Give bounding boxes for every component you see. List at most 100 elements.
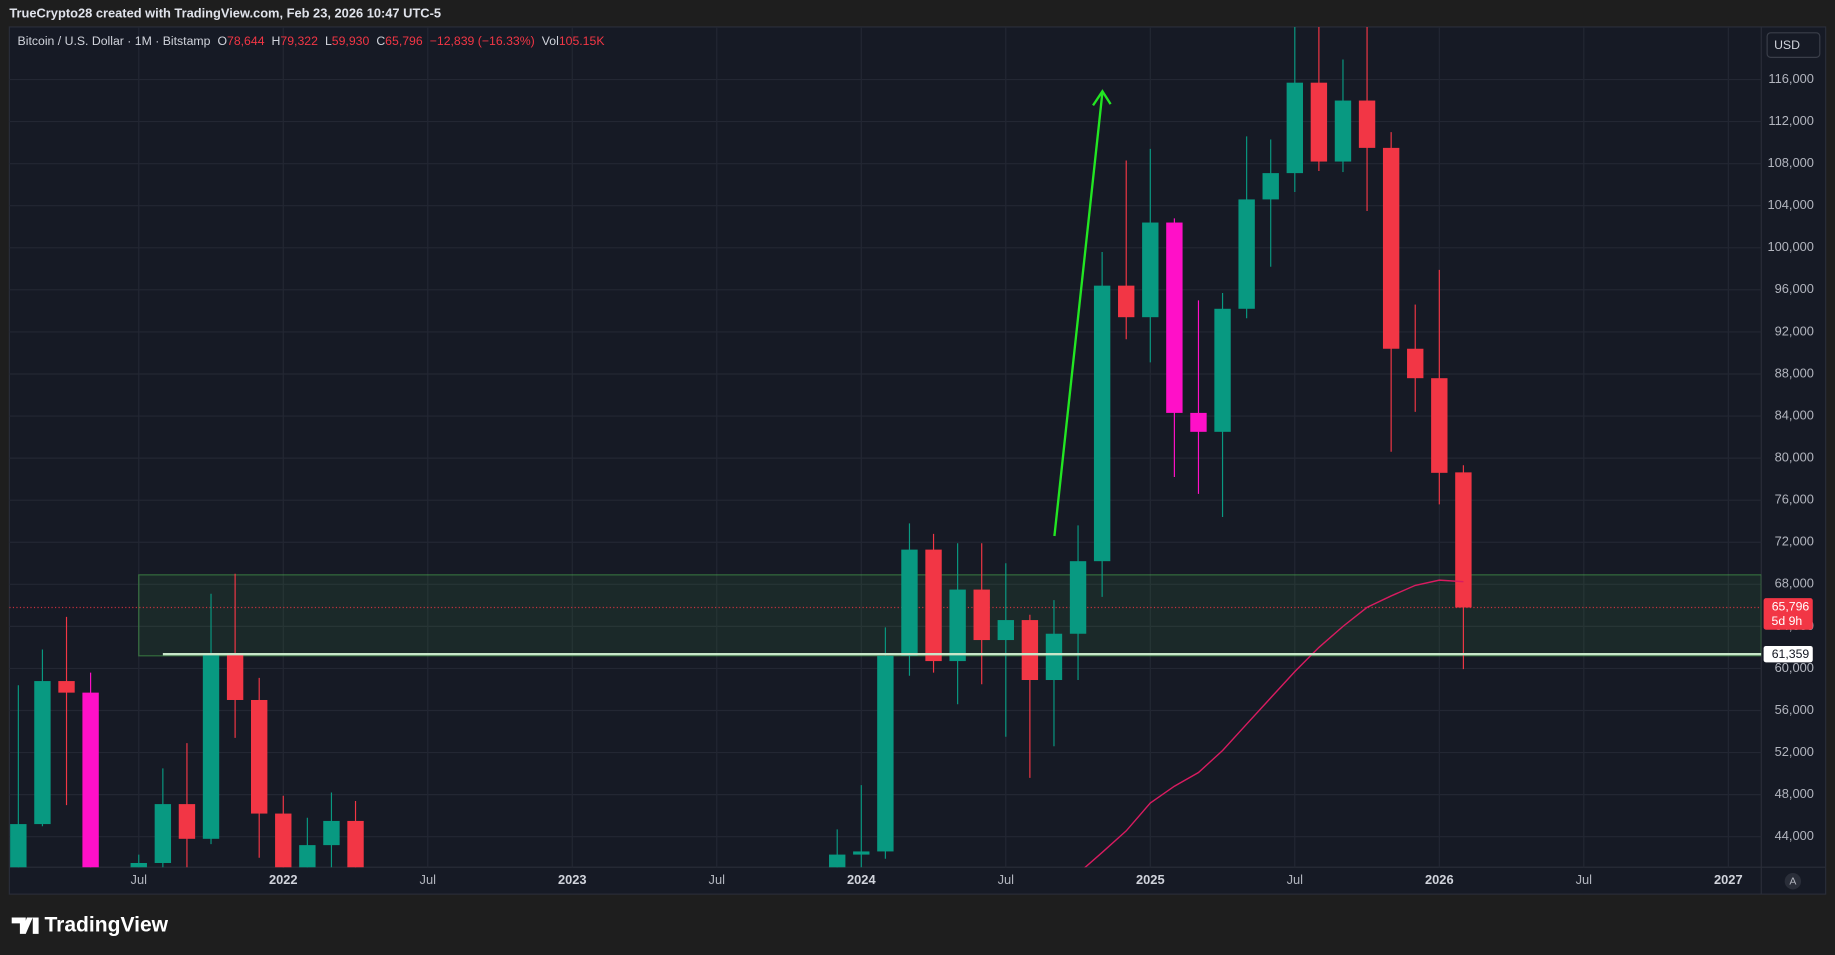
- y-tick-label: 44,000: [1775, 828, 1814, 843]
- y-tick-label: 92,000: [1775, 323, 1814, 338]
- candle-body: [1069, 561, 1087, 634]
- candle-body: [250, 699, 268, 814]
- candle-body: [1431, 378, 1448, 473]
- x-tick-label: 2023: [558, 872, 587, 887]
- y-tick-label: 48,000: [1775, 786, 1814, 801]
- candle-body: [973, 589, 990, 641]
- x-tick-label: 2026: [1425, 872, 1454, 887]
- x-tick-label: Jul: [709, 872, 725, 887]
- candle-body: [1334, 100, 1352, 162]
- last-price-box: [1763, 598, 1813, 630]
- candle-body: [10, 824, 27, 868]
- candle-body: [1455, 472, 1472, 608]
- candle-body: [1358, 100, 1376, 148]
- x-tick-label: Jul: [1576, 872, 1592, 887]
- candle-body: [347, 820, 364, 868]
- candle-body: [853, 851, 870, 855]
- y-tick-label: 84,000: [1775, 407, 1814, 422]
- candle-body: [1286, 82, 1303, 174]
- plot-area: [9, 26, 1762, 868]
- x-tick-label: 2025: [1136, 872, 1165, 887]
- candle-body: [925, 549, 942, 662]
- legend-value: 105.15K: [559, 34, 606, 48]
- candle-body: [829, 854, 846, 868]
- candle-body: [901, 549, 918, 656]
- legend-key: Vol: [542, 34, 559, 48]
- candle-body: [34, 681, 51, 825]
- candle-body: [997, 620, 1014, 641]
- candle-body: [226, 654, 244, 700]
- x-tick-label: Jul: [131, 872, 147, 887]
- axes: 44,00048,00052,00056,00060,00064,00068,0…: [131, 71, 1814, 887]
- x-tick-label: 2024: [847, 872, 876, 887]
- candle-body: [1166, 222, 1183, 413]
- y-tick-label: 56,000: [1775, 702, 1814, 717]
- x-tick-label: Jul: [420, 872, 436, 887]
- legend-key: L: [325, 34, 332, 48]
- candle-body: [1310, 82, 1328, 162]
- legend-value: 59,930: [332, 34, 370, 48]
- x-tick-label: Jul: [998, 872, 1014, 887]
- last-price-label: 65,796: [1772, 600, 1810, 614]
- legend-value: 65,796: [385, 34, 423, 48]
- y-tick-label: 96,000: [1775, 281, 1814, 296]
- candle-body: [1021, 620, 1039, 681]
- y-tick-label: 60,000: [1775, 660, 1814, 675]
- y-tick-label: 72,000: [1775, 534, 1814, 549]
- price-line-label-box: [1763, 645, 1813, 663]
- candle-body: [1190, 412, 1207, 432]
- candle-body: [1382, 147, 1400, 349]
- legend-key: H: [272, 34, 281, 48]
- scale-mode-button[interactable]: A: [1784, 873, 1802, 890]
- y-tick-label: 104,000: [1767, 197, 1813, 212]
- legend-key: O: [217, 34, 227, 48]
- candle-body: [1142, 222, 1159, 318]
- candle-body: [1118, 285, 1135, 318]
- price-line-label: 61,359: [1772, 647, 1810, 661]
- legend-value: 78,644: [227, 34, 265, 48]
- y-tick-label: 112,000: [1768, 113, 1814, 128]
- header: TrueCrypto28 created with TradingView.co…: [9, 5, 441, 20]
- y-tick-label: 80,000: [1775, 450, 1814, 465]
- legend-value: −12,839 (−16.33%): [430, 34, 535, 48]
- candle-body: [949, 589, 966, 662]
- candle-body: [202, 654, 220, 839]
- x-tick-label: Jul: [1287, 872, 1303, 887]
- candle-body: [275, 813, 292, 868]
- candle-body: [1214, 308, 1231, 432]
- annotation-arrow: [1053, 89, 1112, 537]
- currency-button[interactable]: USD: [1766, 32, 1821, 58]
- candle-body: [1093, 285, 1111, 562]
- y-tick-label: 116,000: [1768, 71, 1814, 86]
- moving-average: [1084, 579, 1464, 868]
- x-tick-label: 2022: [269, 872, 298, 887]
- symbol-title: Bitcoin / U.S. Dollar · 1M · Bitstamp: [18, 34, 211, 48]
- candle-body: [299, 845, 316, 868]
- footer-logo: TradingView: [11, 913, 169, 936]
- y-tick-label: 100,000: [1767, 239, 1813, 254]
- candle-body: [178, 804, 196, 839]
- candle-body: [130, 862, 147, 868]
- y-tick-label: 76,000: [1775, 492, 1814, 507]
- candle-body: [82, 692, 99, 868]
- countdown-label: 5d 9h: [1772, 614, 1803, 628]
- candle-body: [877, 655, 894, 852]
- candle-body: [323, 820, 340, 846]
- y-tick-label: 68,000: [1775, 576, 1814, 591]
- candle-body: [1262, 173, 1279, 200]
- y-tick-label: 52,000: [1775, 744, 1814, 759]
- candle-body: [1407, 348, 1424, 379]
- scale-mode-label[interactable]: A: [1789, 876, 1796, 888]
- symbol-legend: Bitcoin / U.S. Dollar · 1M · Bitstamp O78…: [18, 34, 606, 48]
- legend-key: C: [376, 34, 385, 48]
- y-tick-label: 108,000: [1767, 155, 1813, 170]
- candle-body: [154, 804, 172, 863]
- currency-label[interactable]: USD: [1774, 38, 1800, 52]
- candle-body: [1045, 633, 1063, 681]
- y-tick-label: 88,000: [1775, 365, 1814, 380]
- candle-body: [1238, 199, 1255, 309]
- legend-value: 79,322: [280, 34, 318, 48]
- chart-pane: [8, 26, 1827, 895]
- footer-logo-text: TradingView: [44, 913, 168, 936]
